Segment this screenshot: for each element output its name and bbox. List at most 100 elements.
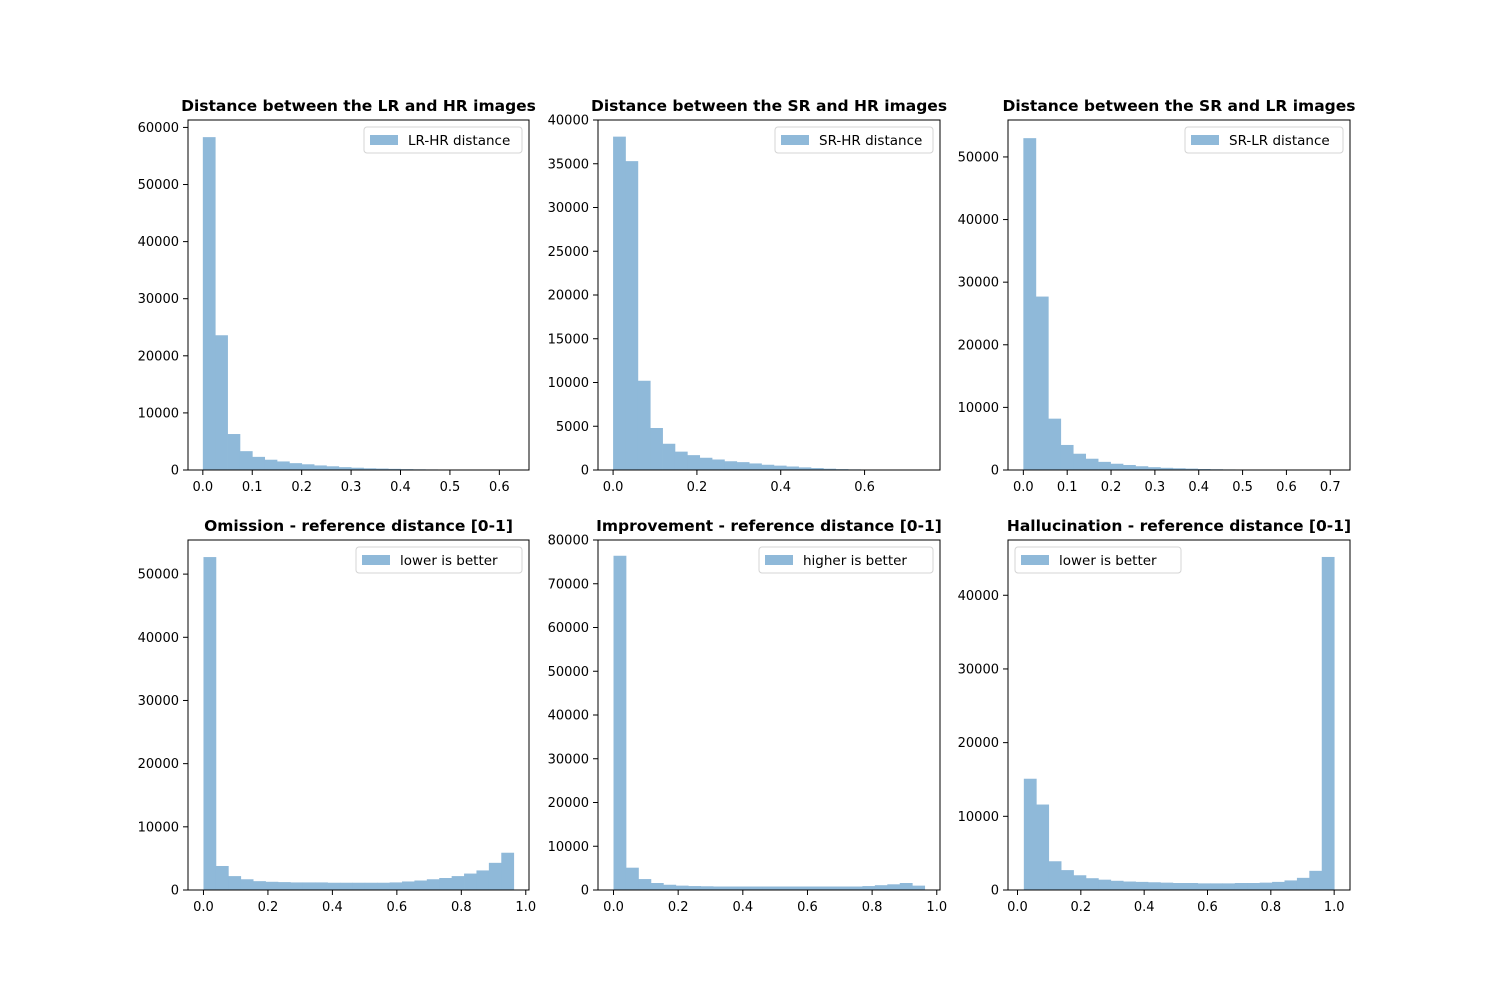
histogram-bar	[327, 882, 341, 890]
legend: LR-HR distance	[363, 126, 523, 154]
x-tick-label: 0.2	[258, 900, 279, 915]
legend: lower is better	[1014, 546, 1182, 574]
x-tick-label: 0.8	[451, 900, 472, 915]
legend-box	[758, 546, 934, 574]
legend-box	[774, 126, 934, 154]
y-tick-label: 30000	[138, 694, 179, 709]
histogram-bar	[352, 882, 366, 890]
histogram-bar	[737, 886, 751, 890]
x-tick-label: 0.0	[193, 900, 214, 915]
legend-box	[1014, 546, 1182, 574]
histogram-bar	[276, 461, 290, 470]
x-tick-label: 0.5	[1232, 480, 1253, 495]
histogram-bar	[1135, 466, 1149, 470]
histogram-bar	[1073, 453, 1087, 470]
histogram-bar	[1048, 418, 1062, 470]
histogram-bar	[277, 882, 291, 890]
y-tick-label: 50000	[138, 178, 179, 193]
histogram-panel: 0.0 0.2 0.4 0.6 0.8 1.0 0 10000 20000 30000 40000 5…	[138, 517, 536, 915]
histogram-bar	[1147, 467, 1161, 470]
histogram-bar	[810, 468, 824, 470]
y-tick-label: 0	[991, 884, 999, 899]
histogram-bar	[825, 886, 838, 890]
x-tick-label: 0.0	[603, 480, 624, 495]
histogram-bar	[1234, 883, 1248, 890]
legend-label: lower is better	[400, 553, 498, 569]
y-tick-label: 30000	[958, 662, 999, 677]
y-tick-label: 30000	[548, 201, 589, 216]
y-tick-label: 0	[171, 464, 179, 479]
x-tick-label: 1.0	[926, 900, 947, 915]
y-tick-label: 10000	[958, 810, 999, 825]
histogram-bar	[389, 882, 403, 890]
legend-label: higher is better	[803, 553, 907, 569]
chart-title: Hallucination - reference distance [0-1]	[1007, 517, 1351, 535]
axes-frame	[187, 539, 530, 891]
histogram-bar	[800, 886, 814, 890]
histogram-bar	[750, 886, 764, 890]
y-tick-label: 40000	[138, 235, 179, 250]
y-tick-label: 60000	[548, 621, 589, 636]
histogram-bar	[227, 434, 241, 470]
legend-swatch	[765, 555, 793, 565]
histogram-bar	[762, 886, 776, 890]
histogram-bar	[1197, 883, 1211, 890]
x-tick-label: 0.6	[1197, 900, 1218, 915]
x-tick-label: 0.2	[687, 480, 708, 495]
axes-frame	[1007, 119, 1351, 471]
y-tick-label: 0	[991, 464, 999, 479]
chart-title: Distance between the LR and HR images	[181, 97, 536, 115]
histogram-panel: 0.0 0.2 0.4 0.6 0 5000 10000 15000 20000 25000 300…	[548, 97, 947, 495]
histogram-bar	[476, 870, 490, 890]
y-tick-label: 20000	[548, 289, 589, 304]
x-tick-label: 0.4	[732, 900, 753, 915]
histogram-bar	[215, 335, 228, 470]
histogram-bar	[1321, 556, 1335, 890]
y-tick-label: 20000	[138, 349, 179, 364]
y-tick-label: 40000	[138, 631, 179, 646]
x-tick-label: 0.8	[862, 900, 883, 915]
legend-swatch	[1191, 135, 1219, 145]
histogram-bar	[377, 882, 390, 890]
histogram-bar	[301, 464, 315, 470]
y-tick-label: 50000	[138, 568, 179, 583]
histogram-bar	[1085, 458, 1099, 470]
histogram-bar	[712, 459, 725, 470]
histogram-bar	[1098, 461, 1111, 470]
histogram-bar	[388, 468, 401, 470]
y-tick-label: 35000	[548, 157, 589, 172]
y-tick-label: 10000	[548, 840, 589, 855]
y-tick-label: 70000	[548, 577, 589, 592]
x-tick-label: 0.4	[322, 900, 343, 915]
histogram-panel: 0.0 0.2 0.4 0.6 0.8 1.0 0 10000 20000 30000 40000 5…	[548, 517, 947, 915]
y-tick-label: 25000	[548, 245, 589, 260]
histogram-bar	[1247, 883, 1261, 890]
histogram-bar	[1172, 883, 1186, 890]
x-tick-label: 0.3	[341, 480, 362, 495]
histogram-bar	[1085, 878, 1099, 890]
histogram-bar	[874, 885, 888, 890]
histogram-bar	[1061, 870, 1074, 890]
x-tick-label: 0.6	[854, 480, 875, 495]
x-tick-label: 0.0	[1013, 480, 1034, 495]
legend-label: SR-HR distance	[819, 133, 922, 149]
histogram-bar	[1122, 464, 1136, 470]
histogram-bar	[315, 882, 328, 890]
x-tick-label: 1.0	[515, 900, 536, 915]
legend-label: lower is better	[1059, 553, 1157, 569]
histogram-bar	[228, 876, 242, 890]
histogram-bar	[451, 876, 465, 890]
y-tick-label: 40000	[548, 709, 589, 724]
y-tick-label: 30000	[958, 276, 999, 291]
x-tick-label: 0.8	[1260, 900, 1281, 915]
y-tick-label: 10000	[138, 406, 179, 421]
histogram-bar	[713, 886, 726, 890]
histogram-bar	[761, 464, 775, 470]
y-tick-label: 40000	[958, 589, 999, 604]
x-tick-label: 0.6	[797, 900, 818, 915]
chart-title: Omission - reference distance [0-1]	[204, 517, 513, 535]
y-tick-label: 0	[581, 464, 589, 479]
y-tick-label: 20000	[138, 757, 179, 772]
x-tick-label: 0.0	[603, 900, 624, 915]
histogram-bar	[426, 879, 440, 890]
